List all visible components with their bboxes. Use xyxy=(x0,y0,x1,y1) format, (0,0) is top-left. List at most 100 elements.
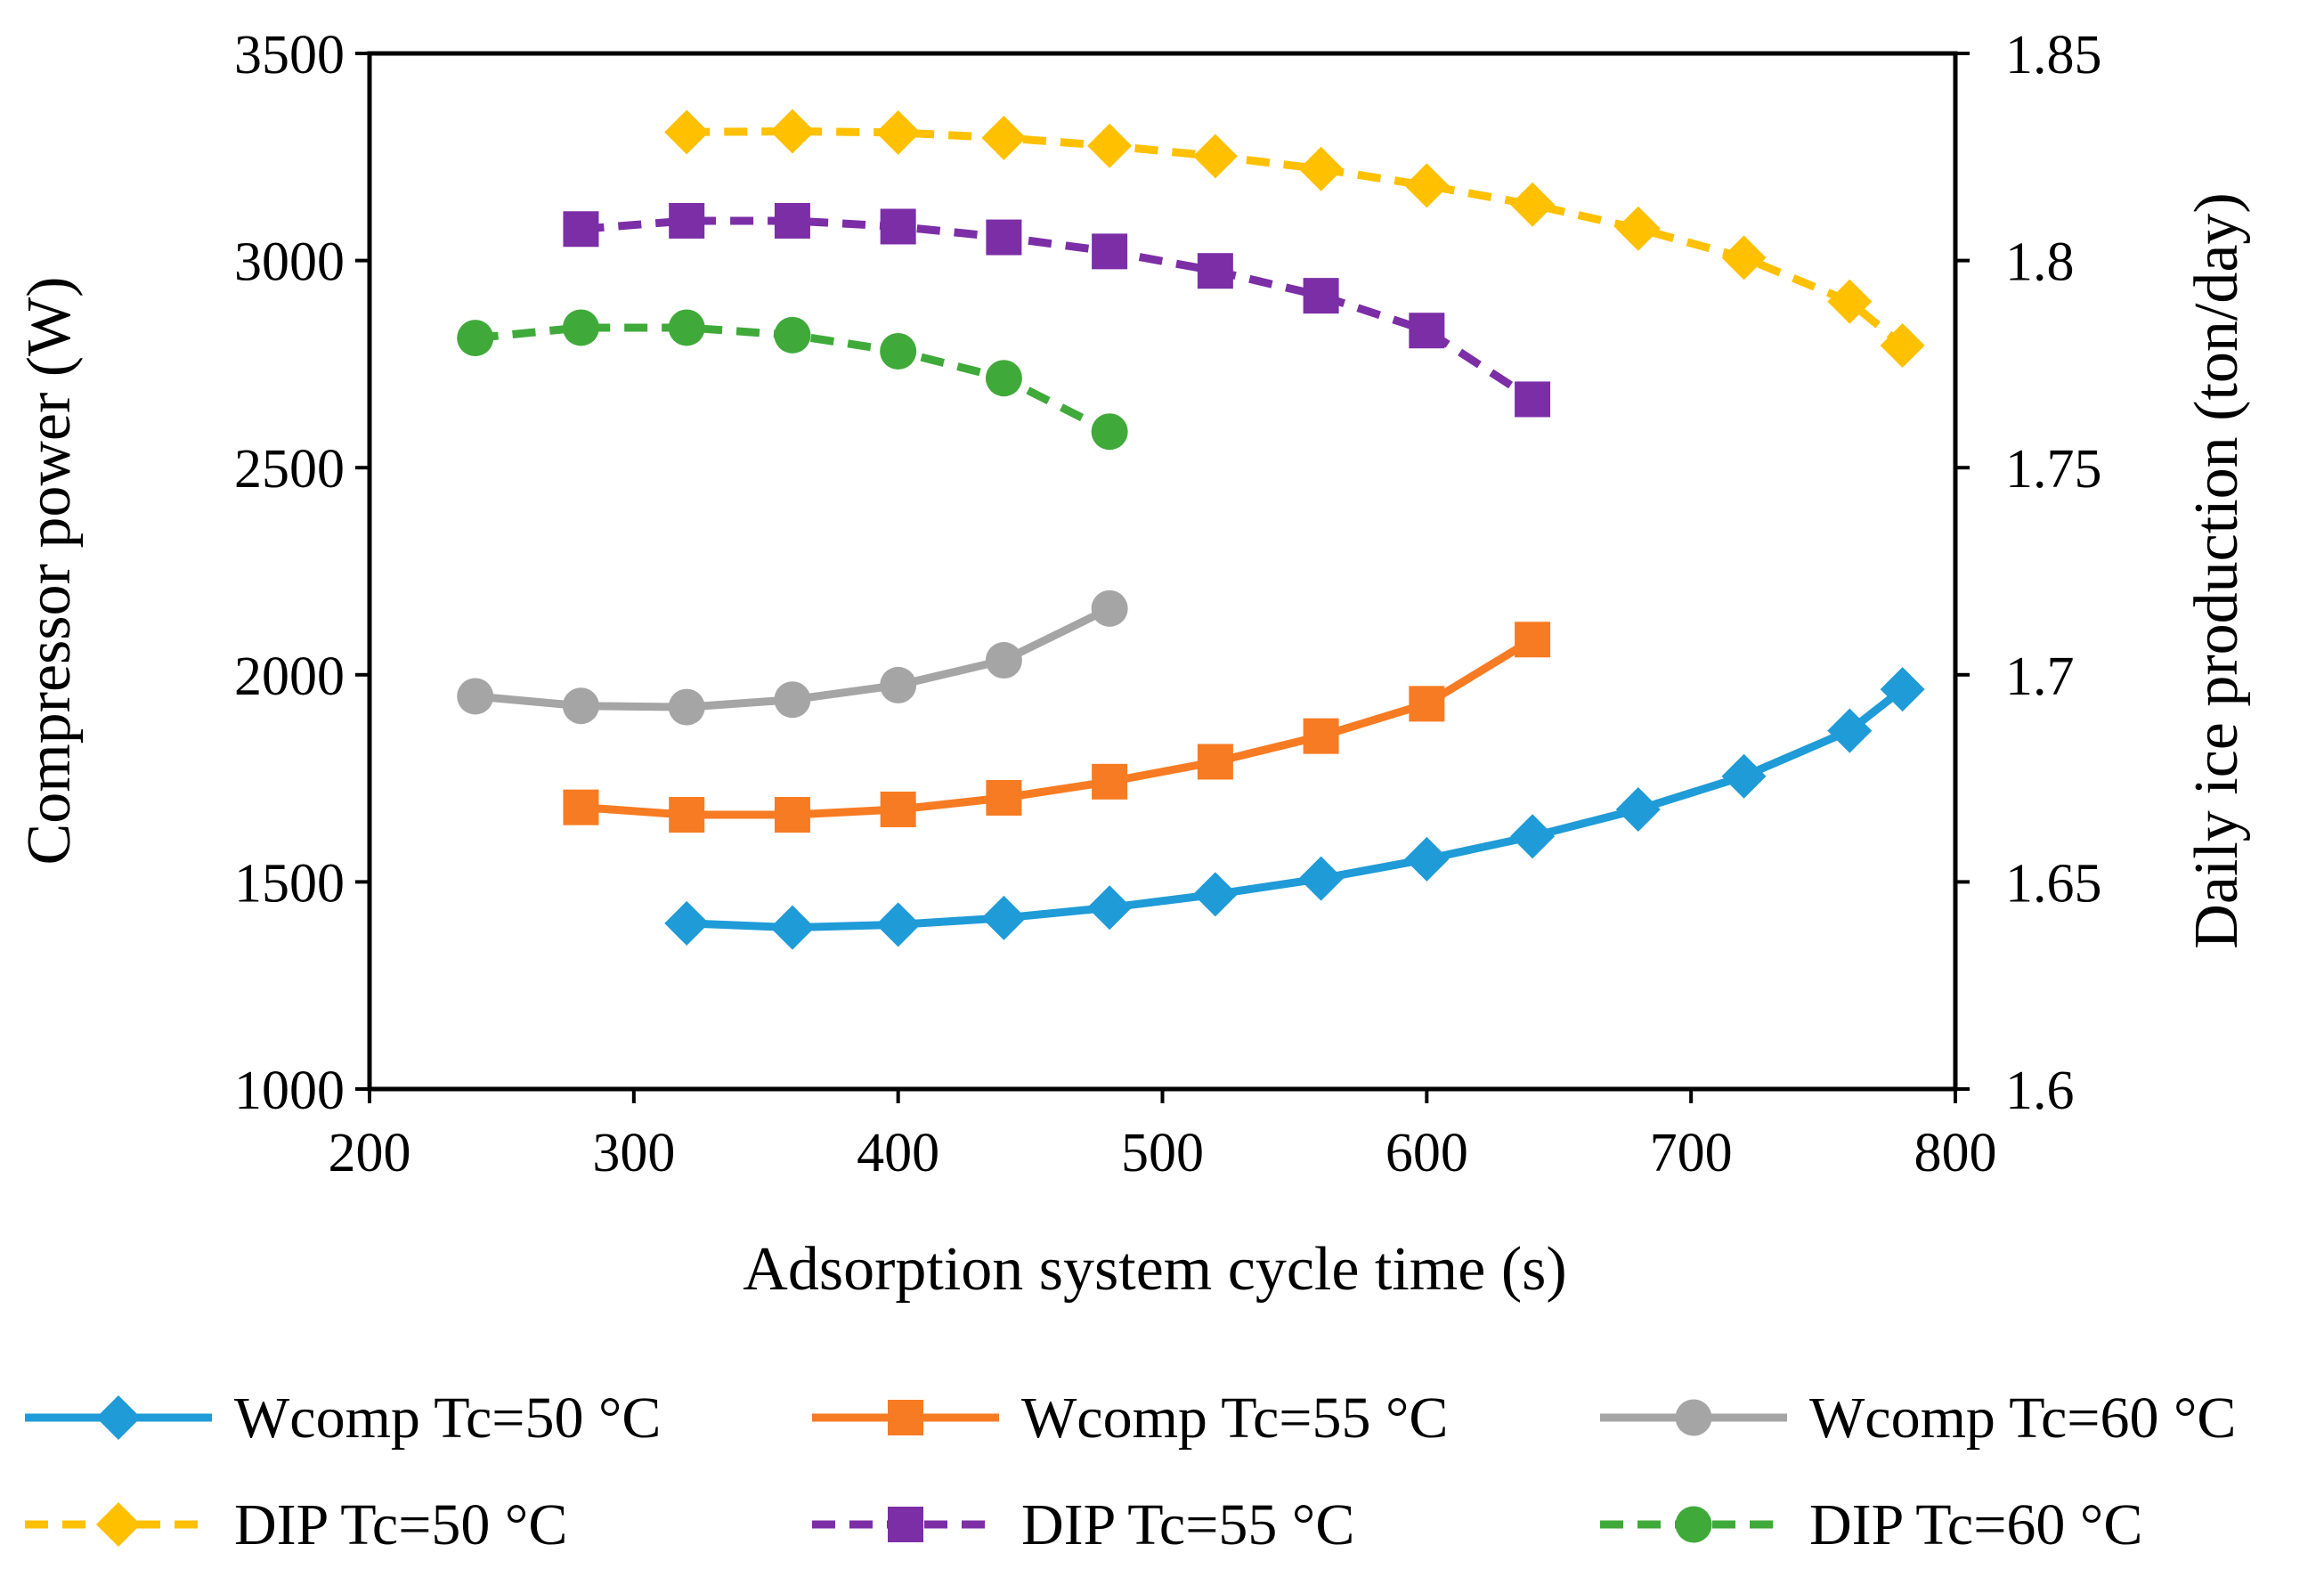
data-point xyxy=(880,332,917,370)
data-point xyxy=(1091,589,1128,627)
data-point xyxy=(1721,235,1767,280)
x-tick-label: 500 xyxy=(1121,1123,1204,1183)
legend-item: Wcomp Tc=50 °C xyxy=(25,1386,661,1451)
data-point xyxy=(563,211,599,248)
data-point xyxy=(562,687,599,725)
series-dip-tc-50-c xyxy=(664,109,1925,368)
legend-marker xyxy=(1675,1506,1712,1543)
x-tick-label: 800 xyxy=(1914,1123,1997,1183)
data-point xyxy=(664,900,710,946)
y-tick-label: 1500 xyxy=(234,853,345,914)
data-point xyxy=(986,779,1022,816)
data-point xyxy=(669,797,705,833)
legend-label: Wcomp Tc=50 °C xyxy=(234,1386,661,1451)
data-point xyxy=(1827,279,1873,324)
y-tick-label: 1000 xyxy=(234,1061,345,1121)
legend-label: DIP Tc=55 °C xyxy=(1021,1492,1354,1557)
data-point xyxy=(1192,872,1238,917)
series-dip-tc-55-c xyxy=(563,202,1551,418)
data-point xyxy=(880,666,917,703)
data-point xyxy=(1087,885,1133,931)
data-point xyxy=(1615,786,1661,832)
data-point xyxy=(985,360,1022,397)
series-wcomp-tc-55-c xyxy=(563,622,1551,833)
data-point xyxy=(1827,708,1873,753)
data-point xyxy=(1197,253,1233,289)
y2-tick-label: 1.7 xyxy=(2005,646,2075,707)
data-point xyxy=(1515,381,1551,418)
data-point xyxy=(668,309,705,346)
y-tick-label: 2000 xyxy=(234,646,345,707)
data-point xyxy=(1197,744,1233,780)
x-axis-title: Adsorption system cycle time (s) xyxy=(743,1235,1566,1304)
legend-marker xyxy=(1675,1399,1712,1436)
legend-marker xyxy=(96,1502,141,1547)
series-wcomp-tc-60-c xyxy=(457,589,1128,726)
data-point xyxy=(981,115,1027,160)
y-tick-label: 3500 xyxy=(234,25,345,85)
data-point xyxy=(1721,753,1767,799)
data-point xyxy=(1510,814,1556,859)
plot-area-frame xyxy=(367,51,1958,1092)
data-point xyxy=(774,202,810,239)
data-point xyxy=(1404,836,1450,882)
y2-tick-label: 1.8 xyxy=(2005,232,2075,293)
legend-marker xyxy=(888,1400,923,1435)
legend-marker xyxy=(888,1507,923,1542)
data-point xyxy=(1298,146,1344,191)
data-point xyxy=(668,688,705,726)
data-point xyxy=(986,219,1022,256)
data-point xyxy=(985,642,1022,679)
legend-item: DIP Tc=50 °C xyxy=(25,1492,567,1557)
data-point xyxy=(1091,413,1128,451)
x-tick-label: 200 xyxy=(329,1123,411,1183)
ticks-layer: 200 300 400 500 600 700 800 1000 1500 2000 2500 300… xyxy=(234,25,2102,1183)
data-point xyxy=(562,309,599,346)
data-point xyxy=(563,789,599,825)
data-point xyxy=(1409,686,1445,722)
data-point xyxy=(457,678,494,715)
data-point xyxy=(457,320,494,357)
x-tick-label: 400 xyxy=(857,1123,939,1183)
legend-label: Wcomp Tc=55 °C xyxy=(1021,1386,1448,1451)
data-point xyxy=(1880,322,1925,368)
data-point xyxy=(769,905,815,950)
data-point xyxy=(1303,278,1339,314)
data-point xyxy=(875,110,921,155)
y2-tick-label: 1.85 xyxy=(2005,25,2102,85)
series-line xyxy=(687,126,1906,349)
legend-item: DIP Tc=55 °C xyxy=(812,1492,1354,1557)
data-point xyxy=(1303,718,1339,754)
y-tick-label: 2500 xyxy=(234,439,345,500)
data-point xyxy=(880,208,916,245)
series-wcomp-tc-50-c xyxy=(664,667,1925,950)
data-point xyxy=(875,902,921,947)
legend-item: Wcomp Tc=55 °C xyxy=(812,1386,1448,1451)
series-dip-tc-60-c xyxy=(457,309,1128,451)
series-line xyxy=(581,636,1535,819)
y2-tick-label: 1.75 xyxy=(2005,439,2102,500)
data-point xyxy=(1298,856,1344,901)
data-point xyxy=(880,791,916,827)
series-layer xyxy=(457,109,1925,950)
y-tick-label: 3000 xyxy=(234,232,345,293)
data-point xyxy=(774,797,810,833)
data-point xyxy=(1409,313,1445,349)
data-point xyxy=(669,202,705,239)
x-tick-label: 600 xyxy=(1385,1123,1468,1183)
y2-tick-label: 1.65 xyxy=(2005,853,2102,914)
legend: Wcomp Tc=50 °C Wcomp Tc=55 °C Wcomp Tc=60 … xyxy=(25,1386,2236,1557)
y-axis-title: Compressor power (W) xyxy=(15,277,84,866)
data-point xyxy=(1092,763,1128,800)
x-tick-label: 700 xyxy=(1650,1123,1733,1183)
data-point xyxy=(1087,123,1133,168)
data-point xyxy=(774,316,811,354)
data-point xyxy=(1515,622,1551,658)
legend-item: DIP Tc=60 °C xyxy=(1600,1492,2142,1557)
legend-item: Wcomp Tc=60 °C xyxy=(1600,1386,2236,1451)
y2-tick-label: 1.6 xyxy=(2005,1061,2075,1121)
data-point xyxy=(1615,206,1661,251)
data-point xyxy=(1880,667,1925,712)
